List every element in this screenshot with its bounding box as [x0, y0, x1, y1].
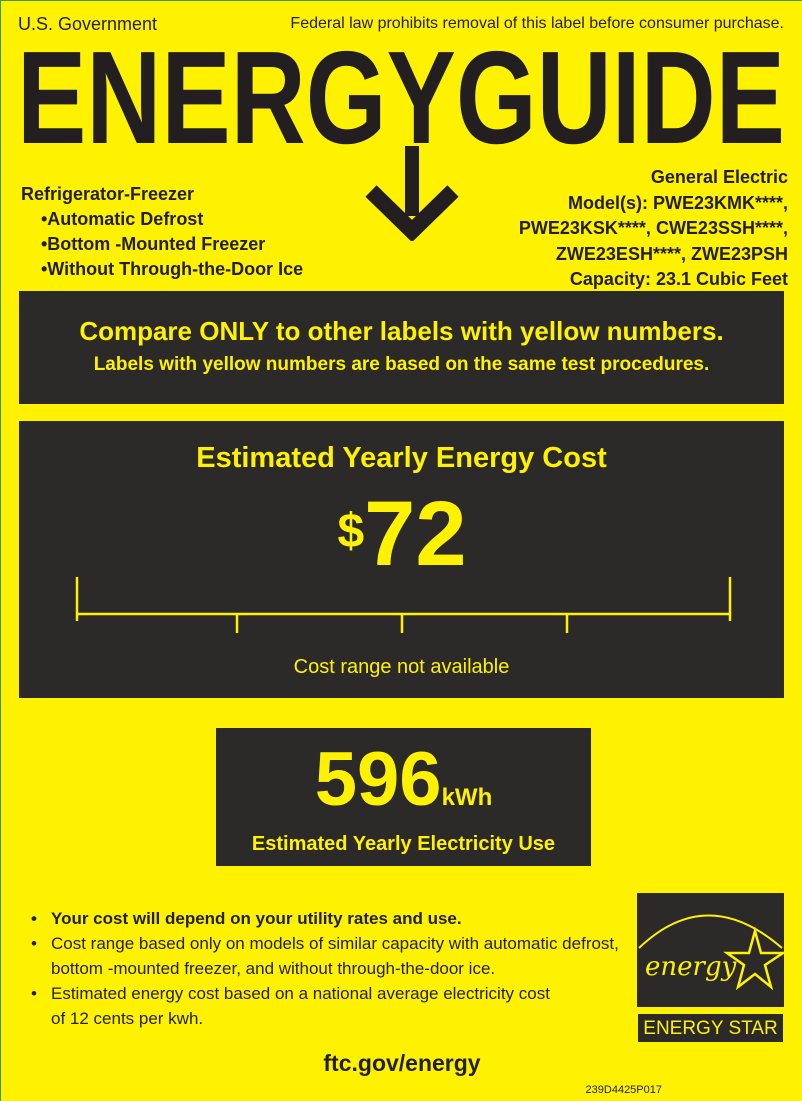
note: Estimated energy cost based on a nationa…	[31, 981, 551, 1031]
label-code: 239D4425P017	[585, 1084, 662, 1096]
capacity: Capacity: 23.1 Cubic Feet	[569, 269, 788, 289]
energyguide-title: ENERGYGUIDE	[17, 41, 785, 147]
kwh-unit: kWh	[441, 784, 493, 811]
note: Your cost will depend on your utility ra…	[31, 906, 621, 931]
electricity-use-panel: 596kWh Estimated Yearly Electricity Use	[216, 728, 591, 866]
energy-star-label: ENERGY STAR	[643, 1018, 778, 1039]
cost-range-scale	[75, 577, 732, 633]
energy-cost-panel: Estimated Yearly Energy Cost Cost range …	[19, 421, 784, 698]
manufacturer-info: General Electric Model(s): PWE23KMK****,…	[519, 165, 788, 293]
compare-heading: Compare ONLY to other labels with yellow…	[79, 316, 724, 346]
feature: •Automatic Defrost	[41, 209, 204, 229]
currency-symbol: $	[337, 505, 365, 558]
energy-star-icon: energy	[638, 914, 788, 991]
cost-range-note: Cost range not available	[293, 656, 510, 678]
notes-list: Your cost will depend on your utility ra…	[31, 906, 621, 1031]
note: Cost range based only on models of simil…	[31, 931, 621, 981]
product-type: Refrigerator-Freezer	[21, 184, 195, 204]
energy-script: energy	[645, 952, 737, 982]
ftc-url[interactable]: ftc.gov/energy	[323, 1050, 481, 1076]
product-description: Refrigerator-Freezer •Automatic Defrost …	[21, 182, 303, 282]
law-notice: Federal law prohibits removal of this la…	[290, 15, 784, 32]
model-line: Model(s): PWE23KMK****,	[567, 192, 788, 213]
model-line: PWE23KSK****, CWE23SSH****,	[518, 218, 788, 238]
model-line: ZWE23ESH****, ZWE23PSH	[555, 243, 788, 264]
yearly-cost-value: $72	[1, 487, 802, 606]
arrow-down-icon	[365, 146, 459, 241]
energy-star-text: ENERGY STAR	[637, 1013, 784, 1043]
cost-amount: 72	[364, 483, 467, 585]
energy-star-logo: energy ENERGY STAR	[637, 893, 788, 1043]
compare-panel: Compare ONLY to other labels with yellow…	[19, 291, 784, 404]
kwh-value: 596	[314, 737, 442, 822]
manufacturer-name: General Electric	[650, 167, 788, 187]
energyguide-title-wrapper: ENERGYGUIDE	[17, 41, 785, 147]
feature: •Bottom -Mounted Freezer	[41, 234, 266, 254]
cost-heading: Estimated Yearly Energy Cost	[196, 442, 607, 474]
compare-subheading: Labels with yellow numbers are based on …	[93, 354, 710, 375]
electricity-label: Estimated Yearly Electricity Use	[251, 833, 556, 855]
us-government-label: U.S. Government	[18, 14, 158, 34]
feature: •Without Through-the-Door Ice	[41, 259, 304, 279]
